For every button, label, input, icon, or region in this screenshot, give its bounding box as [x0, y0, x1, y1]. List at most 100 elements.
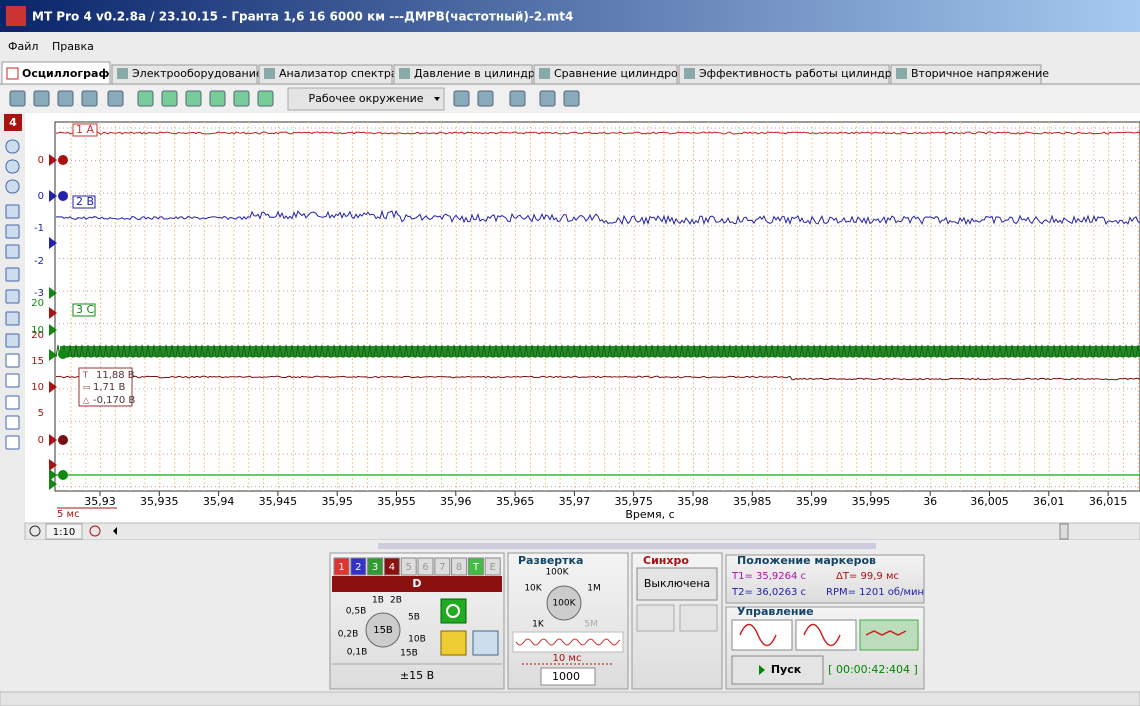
- environment-dropdown[interactable]: [287, 87, 445, 111]
- tool-button[interactable]: [137, 90, 154, 107]
- channel-tag[interactable]: [72, 303, 96, 317]
- tab[interactable]: [258, 64, 393, 85]
- tool-button[interactable]: [257, 90, 274, 107]
- tool-button[interactable]: [9, 90, 26, 107]
- side-button[interactable]: [5, 395, 20, 410]
- channel-button[interactable]: [434, 557, 451, 576]
- mode-recorder[interactable]: [859, 619, 919, 651]
- scroll-thumb[interactable]: [1059, 523, 1069, 540]
- side-button[interactable]: [5, 435, 20, 450]
- x-tick-label: 35,955: [377, 495, 416, 508]
- side-button[interactable]: [5, 139, 20, 154]
- channel-marker[interactable]: [49, 237, 57, 249]
- channel-button[interactable]: [333, 557, 350, 576]
- channel-button[interactable]: [350, 557, 367, 576]
- channel-button[interactable]: [417, 557, 434, 576]
- side-button[interactable]: [5, 224, 20, 239]
- channel-marker[interactable]: [49, 349, 57, 361]
- x-tick-label: 35,975: [614, 495, 653, 508]
- level-marker[interactable]: [58, 435, 68, 445]
- channel-tag[interactable]: [72, 195, 96, 209]
- tool-button[interactable]: [107, 90, 124, 107]
- channel-button[interactable]: [400, 557, 417, 576]
- level-marker[interactable]: [58, 191, 68, 201]
- level-marker[interactable]: [58, 349, 68, 359]
- tab[interactable]: [1, 61, 111, 85]
- channel-marker[interactable]: [49, 469, 57, 481]
- side-button[interactable]: [5, 289, 20, 304]
- channel-button[interactable]: [484, 557, 501, 576]
- level-marker[interactable]: [58, 155, 68, 165]
- channel-marker[interactable]: [49, 307, 57, 319]
- channel-marker[interactable]: [49, 324, 57, 336]
- calc-button[interactable]: [472, 630, 499, 656]
- volt-knob[interactable]: [365, 612, 401, 648]
- knob-label: 10В: [408, 635, 426, 645]
- channel-marker[interactable]: [49, 459, 57, 471]
- start-button[interactable]: [731, 655, 824, 685]
- side-button[interactable]: [5, 159, 20, 174]
- tool-button[interactable]: [161, 90, 178, 107]
- channel-marker[interactable]: [49, 190, 57, 202]
- plot-area: [54, 121, 1140, 492]
- level-marker[interactable]: [58, 470, 68, 480]
- channel-badge[interactable]: [4, 114, 22, 131]
- tool-button[interactable]: [477, 90, 494, 107]
- tab[interactable]: [533, 64, 678, 85]
- tab[interactable]: [890, 64, 1042, 85]
- side-button[interactable]: [5, 373, 20, 388]
- tool-button[interactable]: [233, 90, 250, 107]
- tool-button[interactable]: [81, 90, 98, 107]
- edge-up-button[interactable]: [636, 604, 675, 632]
- channel-button[interactable]: [451, 557, 468, 576]
- side-button[interactable]: [5, 244, 20, 259]
- channel-button[interactable]: [467, 557, 484, 576]
- knob-label: 0,2В: [338, 630, 359, 640]
- channel-button[interactable]: [367, 557, 384, 576]
- tool-button[interactable]: [563, 90, 580, 107]
- tool-button[interactable]: [209, 90, 226, 107]
- channel-marker[interactable]: [49, 434, 57, 446]
- side-button[interactable]: [5, 179, 20, 194]
- mode-single[interactable]: [731, 619, 793, 651]
- zoom-out[interactable]: [29, 525, 41, 537]
- tool-button[interactable]: [57, 90, 74, 107]
- zoom-in[interactable]: [89, 525, 101, 537]
- tool-button[interactable]: [185, 90, 202, 107]
- sweep-knob[interactable]: [546, 585, 582, 621]
- sync-button[interactable]: [636, 567, 718, 601]
- mode-continuous[interactable]: [795, 619, 857, 651]
- channel-marker[interactable]: [49, 478, 57, 490]
- side-button[interactable]: [5, 267, 20, 282]
- channel-tag[interactable]: [72, 123, 98, 137]
- menu-item[interactable]: Правка: [52, 40, 94, 53]
- edge-down-button[interactable]: [679, 604, 718, 632]
- side-button[interactable]: [5, 204, 20, 219]
- knob-label: 10K: [524, 584, 542, 594]
- knob-labels: 1В 2В 0,5В 5В 0,2В 10В 0,1В 15В: [338, 596, 426, 659]
- side-button[interactable]: [5, 333, 20, 348]
- side-button[interactable]: [5, 415, 20, 430]
- tab[interactable]: [678, 64, 890, 85]
- tool-button[interactable]: [33, 90, 50, 107]
- tool-button[interactable]: [539, 90, 556, 107]
- scroll-left[interactable]: [113, 527, 117, 535]
- channel-marker[interactable]: [49, 287, 57, 299]
- splitter[interactable]: [378, 543, 876, 549]
- channel-marker[interactable]: [49, 381, 57, 393]
- tab[interactable]: [111, 64, 258, 85]
- tool-button[interactable]: [509, 90, 526, 107]
- side-button[interactable]: [5, 311, 20, 326]
- signal-trace: [55, 375, 1140, 381]
- side-button[interactable]: [5, 353, 20, 368]
- knob-label: 100K: [545, 568, 569, 578]
- math-button[interactable]: [440, 630, 467, 656]
- channel-button[interactable]: [383, 557, 400, 576]
- power-button[interactable]: [440, 598, 467, 624]
- samples-spin[interactable]: [540, 667, 596, 686]
- scrollbar[interactable]: [24, 522, 1140, 541]
- tab[interactable]: [393, 64, 533, 85]
- menu-item[interactable]: Файл: [8, 40, 38, 53]
- tool-button[interactable]: [453, 90, 470, 107]
- channel-marker[interactable]: [49, 154, 57, 166]
